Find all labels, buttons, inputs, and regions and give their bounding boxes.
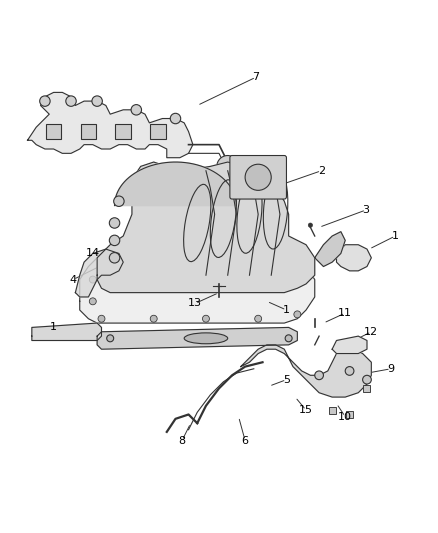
Text: 12: 12 bbox=[364, 327, 378, 337]
Circle shape bbox=[110, 253, 120, 263]
Circle shape bbox=[217, 156, 239, 177]
Text: 3: 3 bbox=[363, 205, 370, 215]
Polygon shape bbox=[75, 249, 123, 297]
Text: 2: 2 bbox=[318, 166, 325, 176]
Polygon shape bbox=[97, 162, 315, 293]
Circle shape bbox=[131, 104, 141, 115]
Circle shape bbox=[308, 223, 313, 228]
Text: 4: 4 bbox=[70, 274, 77, 285]
Circle shape bbox=[285, 335, 292, 342]
Circle shape bbox=[98, 315, 105, 322]
Circle shape bbox=[363, 375, 371, 384]
Text: 1: 1 bbox=[283, 305, 290, 315]
Text: 1: 1 bbox=[50, 322, 57, 333]
FancyBboxPatch shape bbox=[230, 156, 286, 199]
Bar bbox=[81, 124, 96, 140]
Text: 8: 8 bbox=[178, 435, 186, 446]
Circle shape bbox=[298, 276, 305, 283]
Text: 1: 1 bbox=[392, 231, 399, 241]
Circle shape bbox=[66, 96, 76, 107]
Polygon shape bbox=[32, 323, 102, 341]
Circle shape bbox=[89, 298, 96, 305]
Circle shape bbox=[40, 96, 50, 107]
Bar bbox=[328, 407, 336, 414]
Text: 15: 15 bbox=[299, 405, 313, 415]
Polygon shape bbox=[241, 345, 371, 397]
Circle shape bbox=[345, 367, 354, 375]
Bar bbox=[364, 385, 371, 392]
Circle shape bbox=[170, 114, 181, 124]
Bar bbox=[46, 124, 61, 140]
Circle shape bbox=[92, 96, 102, 107]
Circle shape bbox=[150, 315, 157, 322]
Circle shape bbox=[89, 276, 96, 283]
Polygon shape bbox=[97, 327, 297, 349]
Text: 6: 6 bbox=[242, 435, 249, 446]
Polygon shape bbox=[315, 232, 345, 266]
Circle shape bbox=[98, 254, 105, 261]
Circle shape bbox=[254, 315, 261, 322]
Polygon shape bbox=[115, 162, 237, 206]
Circle shape bbox=[315, 371, 323, 379]
Polygon shape bbox=[332, 336, 367, 353]
Circle shape bbox=[114, 196, 124, 206]
Circle shape bbox=[110, 218, 120, 228]
Circle shape bbox=[202, 315, 209, 322]
Polygon shape bbox=[336, 245, 371, 271]
Text: 11: 11 bbox=[338, 308, 352, 318]
Ellipse shape bbox=[184, 333, 228, 344]
Circle shape bbox=[245, 164, 271, 190]
Polygon shape bbox=[28, 92, 193, 158]
Circle shape bbox=[294, 311, 301, 318]
Text: 10: 10 bbox=[338, 411, 352, 422]
Text: 14: 14 bbox=[86, 248, 100, 259]
Text: 13: 13 bbox=[188, 298, 202, 309]
Polygon shape bbox=[80, 254, 315, 323]
Text: 9: 9 bbox=[387, 364, 395, 374]
Bar bbox=[346, 411, 353, 418]
Bar bbox=[116, 124, 131, 140]
Bar bbox=[150, 124, 166, 140]
Text: 5: 5 bbox=[283, 375, 290, 385]
Circle shape bbox=[285, 254, 292, 261]
Text: 7: 7 bbox=[252, 72, 260, 82]
Circle shape bbox=[107, 335, 114, 342]
Circle shape bbox=[110, 235, 120, 246]
